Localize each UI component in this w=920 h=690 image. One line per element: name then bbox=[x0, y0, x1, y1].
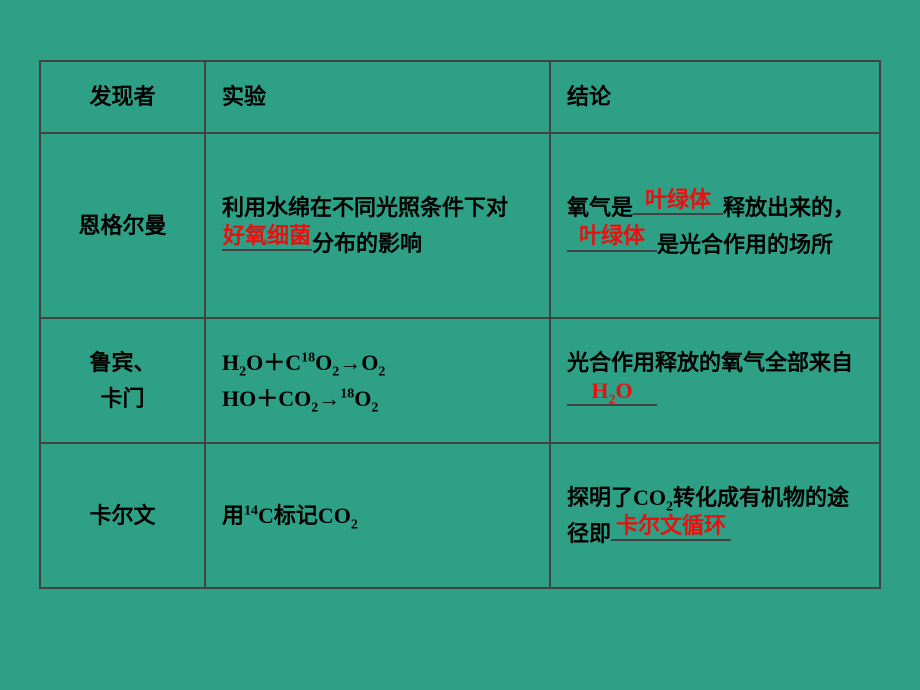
fill-blank: 卡尔文循环 bbox=[611, 515, 731, 541]
cell-experiment: 利用水绵在不同光照条件下对好氧细菌分布的影响 bbox=[205, 133, 550, 318]
table-row: 卡尔文 用14C标记CO2 探明了CO2转化成有机物的途径即卡尔文循环 bbox=[40, 443, 880, 588]
cell-conclusion: 氧气是叶绿体释放出来的，叶绿体是光合作用的场所 bbox=[550, 133, 880, 318]
answer-text: H2O bbox=[567, 378, 657, 404]
answer-text: 叶绿体 bbox=[633, 187, 723, 213]
text: 用14C标记CO2 bbox=[222, 503, 358, 528]
fill-blank: 叶绿体 bbox=[567, 226, 657, 252]
chem-line-2: HO＋CO2→18O2 bbox=[222, 386, 378, 411]
header-discoverer: 发现者 bbox=[40, 61, 205, 133]
cell-conclusion: 光合作用释放的氧气全部来自 H2O bbox=[550, 318, 880, 443]
fill-blank: H2O bbox=[567, 380, 657, 406]
text: 分布的影响 bbox=[312, 231, 422, 256]
cell-discoverer: 鲁宾、卡门 bbox=[40, 318, 205, 443]
cell-experiment: H2O＋C18O2→O2 HO＋CO2→18O2 bbox=[205, 318, 550, 443]
table-row: 鲁宾、卡门 H2O＋C18O2→O2 HO＋CO2→18O2 光合作用释放的氧气… bbox=[40, 318, 880, 443]
text: 释放出来的， bbox=[723, 195, 855, 220]
photosynthesis-history-table: 发现者 实验 结论 恩格尔曼 利用水绵在不同光照条件下对好氧细菌分布的影响 氧气… bbox=[39, 60, 881, 589]
cell-conclusion: 探明了CO2转化成有机物的途径即卡尔文循环 bbox=[550, 443, 880, 588]
cell-discoverer: 恩格尔曼 bbox=[40, 133, 205, 318]
table-row: 恩格尔曼 利用水绵在不同光照条件下对好氧细菌分布的影响 氧气是叶绿体释放出来的，… bbox=[40, 133, 880, 318]
answer-text: 好氧细菌 bbox=[222, 223, 312, 249]
text: 利用水绵在不同光照条件下对 bbox=[222, 195, 508, 220]
header-row: 发现者 实验 结论 bbox=[40, 61, 880, 133]
text: 是光合作用的场所 bbox=[657, 232, 833, 257]
text: 氧气是 bbox=[567, 195, 633, 220]
chem-line-1: H2O＋C18O2→O2 bbox=[222, 350, 385, 375]
cell-discoverer: 卡尔文 bbox=[40, 443, 205, 588]
text: 鲁宾、卡门 bbox=[89, 350, 155, 410]
cell-experiment: 用14C标记CO2 bbox=[205, 443, 550, 588]
answer-text: 卡尔文循环 bbox=[611, 513, 731, 539]
header-experiment: 实验 bbox=[205, 61, 550, 133]
text: 光合作用释放的氧气全部来自 bbox=[567, 350, 853, 375]
fill-blank: 叶绿体 bbox=[633, 189, 723, 215]
fill-blank: 好氧细菌 bbox=[222, 225, 312, 251]
answer-text: 叶绿体 bbox=[567, 223, 657, 249]
header-conclusion: 结论 bbox=[550, 61, 880, 133]
